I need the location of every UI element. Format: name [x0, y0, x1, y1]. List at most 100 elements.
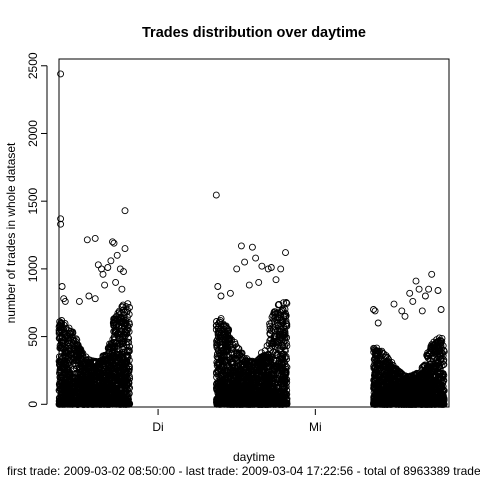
data-point: [111, 353, 119, 361]
data-point: [282, 312, 290, 320]
data-point: [273, 340, 281, 348]
data-point: [247, 374, 255, 382]
data-point: [231, 362, 239, 370]
data-point: [81, 381, 89, 389]
data-point: [228, 345, 236, 353]
data-point: [262, 381, 270, 389]
data-point: [216, 333, 224, 341]
data-point: [252, 367, 260, 375]
data-point: [124, 323, 132, 331]
data-point: [229, 359, 237, 367]
data-point: [268, 362, 276, 370]
data-point: [86, 358, 94, 366]
data-point: [101, 364, 109, 372]
data-point: [281, 373, 289, 381]
data-point: [214, 367, 222, 375]
data-point: [116, 328, 124, 335]
data-point: [263, 399, 271, 407]
data-point: [101, 391, 109, 399]
data-point-outlier: [120, 268, 127, 276]
data-point: [218, 356, 225, 364]
data-point: [87, 371, 95, 379]
data-point: [126, 304, 133, 311]
data-point-outlier: [214, 283, 222, 290]
data-point-outlier: [118, 285, 126, 293]
data-point: [121, 324, 128, 332]
data-point: [102, 398, 110, 406]
data-point: [271, 333, 279, 341]
data-point: [64, 367, 72, 375]
data-point: [248, 398, 256, 406]
data-point: [75, 354, 83, 362]
data-point-outlier: [217, 292, 225, 300]
data-point: [109, 370, 117, 378]
data-point: [214, 383, 222, 390]
data-point: [245, 385, 253, 393]
data-point: [69, 329, 77, 337]
data-point: [280, 299, 287, 307]
data-point: [274, 316, 282, 324]
data-point: [119, 306, 127, 314]
data-point: [109, 361, 117, 369]
data-point: [228, 385, 236, 392]
data-point-outlier: [83, 236, 91, 244]
data-point: [280, 323, 288, 331]
data-point: [109, 394, 117, 401]
data-point: [107, 343, 115, 351]
data-point: [264, 369, 272, 377]
data-point: [74, 397, 82, 404]
data-point: [282, 375, 290, 383]
data-point: [214, 329, 222, 337]
data-point: [123, 374, 131, 382]
data-point: [218, 371, 225, 379]
data-point: [87, 390, 95, 398]
data-point-outlier: [237, 242, 245, 250]
data-point: [250, 363, 258, 371]
data-point: [108, 365, 116, 373]
data-point: [116, 362, 124, 370]
data-point: [124, 367, 132, 375]
data-point: [223, 391, 230, 399]
data-point: [279, 354, 287, 362]
data-point: [124, 381, 132, 389]
data-point: [282, 353, 290, 361]
data-point: [225, 327, 232, 335]
data-point-outlier: [233, 265, 241, 273]
data-point: [112, 321, 120, 329]
data-point-outlier: [104, 264, 112, 271]
data-point: [62, 360, 69, 367]
data-point: [87, 374, 95, 382]
data-point-outlier: [226, 289, 234, 297]
data-point: [268, 339, 276, 346]
data-point: [213, 397, 221, 405]
data-point: [56, 344, 64, 352]
data-point: [277, 398, 285, 406]
data-point: [252, 386, 260, 394]
data-point: [118, 345, 126, 353]
data-point: [101, 370, 108, 378]
data-point: [270, 315, 278, 323]
data-point: [265, 398, 273, 405]
data-point-outlier: [212, 191, 220, 199]
data-point: [67, 398, 75, 406]
data-point: [60, 351, 68, 359]
data-point-outlier: [252, 254, 260, 262]
data-point: [115, 354, 123, 362]
data-point: [238, 362, 246, 370]
data-point-outlier: [61, 297, 69, 305]
data-point: [69, 384, 77, 392]
data-point: [213, 321, 220, 329]
data-point: [277, 360, 285, 367]
data-point: [262, 377, 270, 385]
data-point: [257, 391, 265, 399]
data-point: [256, 372, 264, 380]
data-point: [251, 362, 259, 370]
data-point: [278, 307, 286, 315]
data-point: [76, 375, 84, 383]
data-point: [242, 391, 250, 399]
data-point: [102, 383, 110, 391]
data-point-outlier: [113, 251, 121, 259]
data-point: [63, 349, 71, 357]
data-point: [112, 382, 120, 390]
